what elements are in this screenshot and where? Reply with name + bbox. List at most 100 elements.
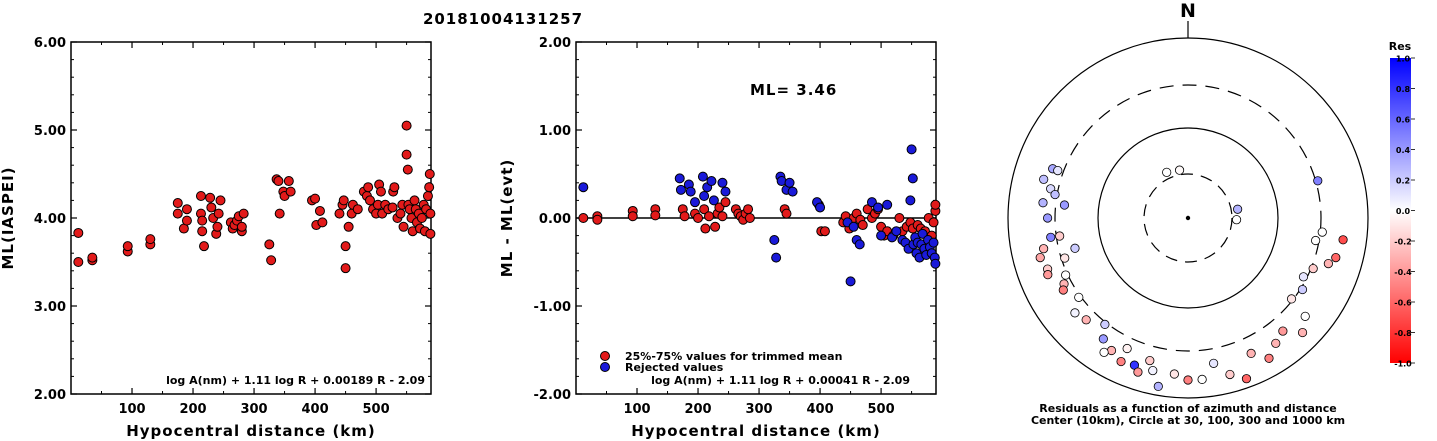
data-point xyxy=(700,223,711,234)
data-point xyxy=(340,241,351,252)
data-point xyxy=(364,195,375,206)
data-point xyxy=(685,186,696,197)
legend-marker-trimmed xyxy=(600,351,610,361)
ring-1000km xyxy=(1007,37,1369,399)
data-point xyxy=(930,258,941,269)
colorbar-tick-label: -0.4 xyxy=(1394,268,1412,277)
station-point xyxy=(1183,375,1193,385)
station-point xyxy=(1169,369,1179,379)
station-point xyxy=(1286,294,1297,304)
x-tick-label: 100 xyxy=(623,402,650,417)
data-point xyxy=(720,186,731,197)
station-point xyxy=(1046,232,1056,242)
data-point xyxy=(343,221,354,232)
data-point xyxy=(627,211,638,222)
data-point xyxy=(398,221,409,232)
data-point xyxy=(172,208,183,219)
colorbar-tick-label: 0.2 xyxy=(1396,177,1410,186)
data-point xyxy=(197,215,208,226)
legend: 25%-75% values for trimmed mean Rejected… xyxy=(600,350,842,374)
data-point xyxy=(387,202,398,213)
residual-panel: 100 200 300 400 500 -2.00 -1.00 0.00 1.00 2.00 ML… xyxy=(498,36,941,440)
data-point xyxy=(283,176,294,187)
data-point xyxy=(845,276,856,287)
data-point xyxy=(424,169,435,179)
station-point xyxy=(1098,334,1108,344)
data-point xyxy=(424,182,435,193)
data-point xyxy=(213,208,224,219)
data-point xyxy=(906,144,917,155)
data-point xyxy=(199,241,210,252)
x-tick-label: 400 xyxy=(806,402,833,417)
y-tick-label: 5.00 xyxy=(34,124,66,139)
data-point xyxy=(679,211,690,222)
data-point xyxy=(352,204,363,215)
data-point xyxy=(717,177,728,188)
station-point xyxy=(1081,315,1091,325)
station-point xyxy=(1233,204,1243,214)
x-tick-label: 500 xyxy=(868,402,895,417)
colorbar: Res 1.0 0.8 0.6 0.4 0.2 0.0 -0.2 -0.4 -0.6 -0.8 -1… xyxy=(1389,40,1415,369)
data-point xyxy=(710,221,721,232)
data-point xyxy=(395,208,406,219)
station-point xyxy=(1246,348,1256,359)
data-point xyxy=(769,235,780,245)
station-point xyxy=(1074,292,1084,302)
data-point xyxy=(876,230,887,241)
station-point xyxy=(1061,270,1071,280)
data-point xyxy=(697,171,708,182)
x-tick-label: 300 xyxy=(745,402,772,417)
station-point xyxy=(1058,285,1068,295)
data-points xyxy=(73,120,436,274)
station-point xyxy=(1038,198,1048,208)
legend-marker-rejected xyxy=(600,362,610,372)
station-point xyxy=(1271,338,1281,348)
axis-ticks: 100 200 300 400 500 -2.00 -1.00 0.00 1.00 2.00 xyxy=(534,36,936,417)
station-point xyxy=(1148,365,1158,376)
data-point xyxy=(708,195,719,206)
data-point xyxy=(592,214,603,225)
station-point xyxy=(1338,235,1348,245)
station-point xyxy=(1162,167,1172,177)
data-point xyxy=(266,255,277,266)
data-point xyxy=(197,226,208,237)
station-point xyxy=(1264,353,1274,363)
x-tick-label: 200 xyxy=(179,402,206,417)
figure-title: 20181004131257 xyxy=(423,10,583,28)
y-tick-label: 4.00 xyxy=(34,212,66,227)
data-point xyxy=(206,202,217,213)
data-point xyxy=(416,213,427,223)
x-tick-label: 500 xyxy=(363,402,390,417)
y-tick-label: 2.00 xyxy=(539,36,571,51)
epicenter-dot xyxy=(1185,215,1191,221)
data-point xyxy=(338,195,349,206)
station-points xyxy=(1035,164,1348,392)
station-point xyxy=(1060,253,1070,263)
data-point xyxy=(675,184,686,195)
ring-300km xyxy=(1054,84,1322,352)
data-point xyxy=(674,173,685,184)
colorbar-gradient xyxy=(1390,58,1411,363)
y-axis-label: ML(IASPEI) xyxy=(0,166,17,269)
colorbar-tick-label: 0.8 xyxy=(1396,85,1411,94)
station-point xyxy=(1145,355,1155,366)
data-point xyxy=(145,234,156,245)
data-point xyxy=(873,202,884,213)
data-point xyxy=(389,182,400,193)
data-point xyxy=(578,213,589,223)
data-point xyxy=(215,195,226,206)
data-point xyxy=(401,120,412,131)
station-point xyxy=(1050,189,1060,200)
station-point xyxy=(1300,311,1310,321)
station-point xyxy=(1043,270,1053,280)
y-tick-label: 2.00 xyxy=(34,388,66,403)
data-point xyxy=(699,204,710,215)
station-point xyxy=(1331,252,1341,263)
data-point xyxy=(425,228,436,239)
station-point xyxy=(1323,259,1333,269)
data-point xyxy=(720,197,731,208)
colorbar-tick-label: 1.0 xyxy=(1396,55,1411,64)
station-point xyxy=(1153,381,1163,392)
station-point xyxy=(1070,243,1080,253)
